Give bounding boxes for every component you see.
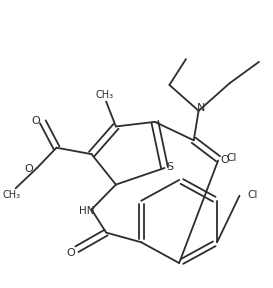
- Text: HN: HN: [79, 206, 94, 216]
- Text: S: S: [166, 162, 173, 172]
- Text: O: O: [32, 115, 41, 126]
- Text: CH₃: CH₃: [2, 190, 21, 200]
- Text: O: O: [220, 155, 229, 165]
- Text: CH₃: CH₃: [96, 90, 114, 100]
- Text: Cl: Cl: [247, 190, 258, 200]
- Text: Cl: Cl: [226, 154, 236, 164]
- Text: N: N: [197, 103, 205, 113]
- Text: O: O: [66, 248, 75, 258]
- Text: O: O: [25, 164, 33, 174]
